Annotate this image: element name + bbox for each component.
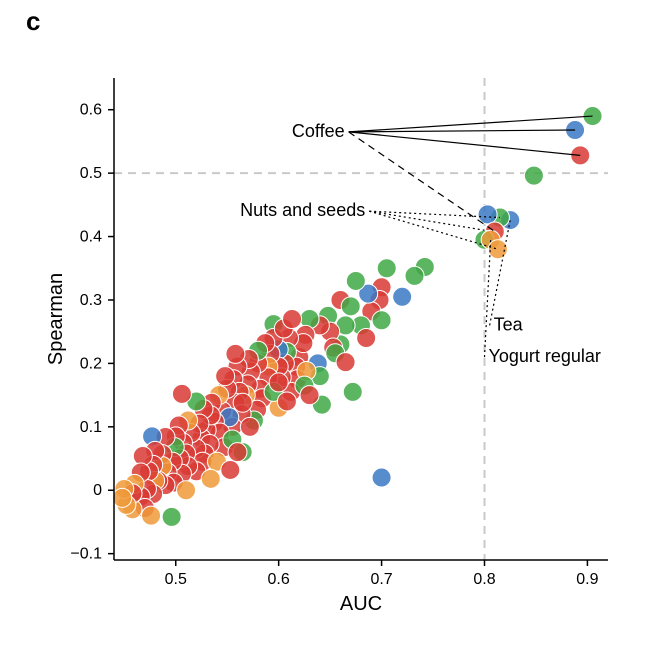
data-point (343, 382, 362, 401)
data-point (478, 205, 497, 224)
panel-label: c (26, 6, 40, 37)
data-point (201, 469, 220, 488)
data-point (283, 310, 302, 329)
x-axis-label: AUC (340, 593, 382, 615)
data-point (405, 266, 424, 285)
data-point (113, 488, 132, 507)
data-point (269, 373, 288, 392)
y-tick-label: 0.4 (80, 229, 102, 246)
annotation-label: Tea (494, 314, 524, 334)
y-tick-label: 0.1 (80, 419, 102, 436)
data-point (393, 287, 412, 306)
y-tick-label: 0.6 (80, 102, 102, 119)
y-tick-label: 0.3 (80, 292, 102, 309)
data-point (341, 297, 360, 316)
annotation-label: Yogurt regular (489, 346, 601, 366)
data-point (216, 367, 235, 386)
data-point (524, 166, 543, 185)
data-point (357, 329, 376, 348)
annotation-label: Coffee (292, 121, 345, 141)
y-axis-label: Spearman (45, 273, 67, 365)
x-tick-label: 0.6 (268, 571, 290, 588)
chart-svg: Coffee Nuts and seeds Tea Yogurt regular 0.5… (42, 60, 628, 620)
data-point (221, 460, 240, 479)
data-point (377, 259, 396, 278)
y-tick-label: 0 (93, 482, 102, 499)
data-point (372, 311, 391, 330)
x-tick-label: 0.5 (165, 571, 187, 588)
data-point (300, 386, 319, 405)
x-tick-label: 0.8 (473, 571, 495, 588)
data-point (142, 506, 161, 525)
data-point (226, 344, 245, 363)
data-point (172, 384, 191, 403)
y-tick-label: 0.2 (80, 355, 102, 372)
y-tick-label: 0.5 (80, 165, 102, 182)
data-point (336, 353, 355, 372)
data-point (233, 393, 252, 412)
scatter-chart: Coffee Nuts and seeds Tea Yogurt regular 0.5… (42, 60, 628, 620)
data-point (228, 443, 247, 462)
data-point (346, 271, 365, 290)
data-point (133, 446, 152, 465)
data-point (162, 507, 181, 526)
data-point (277, 392, 296, 411)
annotation-label: Nuts and seeds (240, 200, 365, 220)
y-tick-label: −0.1 (70, 546, 102, 563)
data-point (240, 417, 259, 436)
data-point (177, 481, 196, 500)
x-tick-label: 0.9 (576, 571, 598, 588)
x-tick-label: 0.7 (370, 571, 392, 588)
data-point (372, 468, 391, 487)
